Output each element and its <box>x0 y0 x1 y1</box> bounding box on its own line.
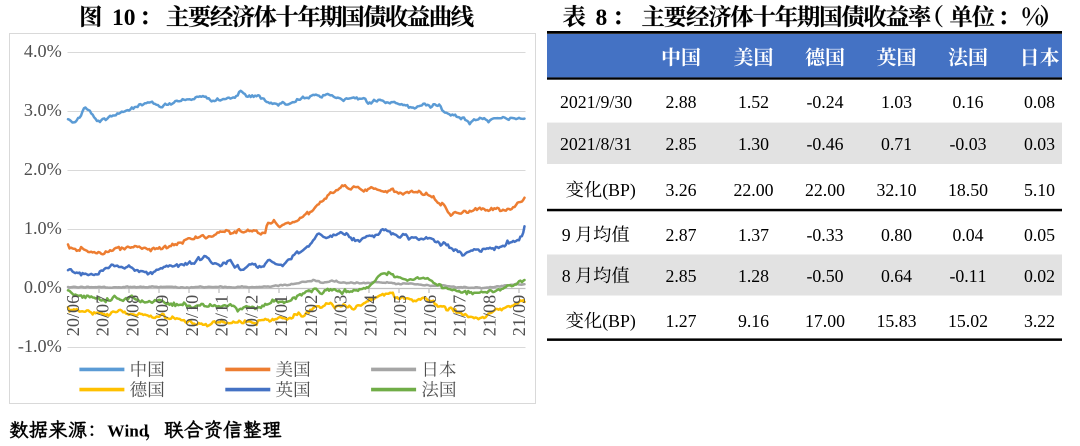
svg-text:21/06: 21/06 <box>420 295 440 336</box>
svg-text:20/06: 20/06 <box>63 295 83 336</box>
svg-text:Wind: Wind <box>107 422 149 441</box>
svg-text:0.03: 0.03 <box>1024 134 1055 154</box>
svg-text:20/09: 20/09 <box>152 295 172 336</box>
svg-text:32.10: 32.10 <box>876 180 916 200</box>
svg-text:2021/8/31: 2021/8/31 <box>560 134 632 154</box>
svg-text:8: 8 <box>562 266 571 286</box>
svg-text:-0.24: -0.24 <box>806 92 843 112</box>
svg-text:4.0%: 4.0% <box>24 41 62 61</box>
svg-text:2.88: 2.88 <box>665 92 696 112</box>
svg-text:21/05: 21/05 <box>390 295 410 336</box>
svg-text:20/12: 20/12 <box>241 295 261 336</box>
svg-text:20/08: 20/08 <box>122 295 142 336</box>
svg-text:-0.33: -0.33 <box>806 225 843 245</box>
svg-text:9: 9 <box>562 225 571 245</box>
svg-text:2021/9/30: 2021/9/30 <box>560 92 632 112</box>
svg-text:17.00: 17.00 <box>805 311 845 331</box>
svg-text:21/01: 21/01 <box>271 295 291 336</box>
svg-text:-1.0%: -1.0% <box>18 336 62 356</box>
svg-text:22.00: 22.00 <box>805 180 845 200</box>
svg-text:15.83: 15.83 <box>876 311 916 331</box>
svg-text:0.80: 0.80 <box>881 225 912 245</box>
svg-text:0.0%: 0.0% <box>24 277 62 297</box>
svg-text:0.16: 0.16 <box>952 92 983 112</box>
svg-text:20/11: 20/11 <box>212 295 232 336</box>
svg-text:3.0%: 3.0% <box>24 100 62 120</box>
svg-text:(BP): (BP) <box>602 311 636 332</box>
svg-text:1.27: 1.27 <box>665 311 696 331</box>
svg-text:21/03: 21/03 <box>331 295 351 336</box>
svg-text:21/02: 21/02 <box>301 295 321 336</box>
svg-text:(BP): (BP) <box>602 180 636 201</box>
svg-text:2.85: 2.85 <box>665 266 696 286</box>
svg-text:10: 10 <box>112 5 136 31</box>
svg-text:0.02: 0.02 <box>1024 266 1055 286</box>
svg-text:3.22: 3.22 <box>1024 311 1055 331</box>
svg-text:22.00: 22.00 <box>733 180 773 200</box>
svg-text:1.30: 1.30 <box>738 134 769 154</box>
svg-text:21/08: 21/08 <box>479 295 499 336</box>
svg-text:21/04: 21/04 <box>360 295 380 336</box>
svg-text:0.64: 0.64 <box>881 266 912 286</box>
svg-text:21/07: 21/07 <box>450 295 470 336</box>
svg-text:2.0%: 2.0% <box>24 159 62 179</box>
svg-text:3.26: 3.26 <box>665 180 696 200</box>
svg-text:1.37: 1.37 <box>738 225 769 245</box>
svg-text:21/09: 21/09 <box>509 295 529 336</box>
svg-text:18.50: 18.50 <box>948 180 988 200</box>
svg-text:8: 8 <box>596 5 608 31</box>
svg-text:5.10: 5.10 <box>1024 180 1055 200</box>
svg-text:2.85: 2.85 <box>665 134 696 154</box>
svg-text:1.0%: 1.0% <box>24 218 62 238</box>
svg-text:2.87: 2.87 <box>665 225 696 245</box>
svg-text:-0.46: -0.46 <box>806 134 843 154</box>
svg-text:0.71: 0.71 <box>881 134 912 154</box>
svg-text:-0.03: -0.03 <box>949 134 986 154</box>
svg-text:1.03: 1.03 <box>881 92 912 112</box>
svg-text:-0.50: -0.50 <box>806 266 843 286</box>
svg-text:0.05: 0.05 <box>1024 225 1055 245</box>
svg-text:9.16: 9.16 <box>738 311 769 331</box>
svg-text:0.04: 0.04 <box>952 225 983 245</box>
svg-text:1.28: 1.28 <box>738 266 769 286</box>
svg-text:0.08: 0.08 <box>1024 92 1055 112</box>
svg-text:-0.11: -0.11 <box>949 266 986 286</box>
svg-text:20/07: 20/07 <box>93 295 113 336</box>
svg-text:15.02: 15.02 <box>948 311 988 331</box>
svg-text:20/10: 20/10 <box>182 295 202 336</box>
svg-text:1.52: 1.52 <box>738 92 769 112</box>
